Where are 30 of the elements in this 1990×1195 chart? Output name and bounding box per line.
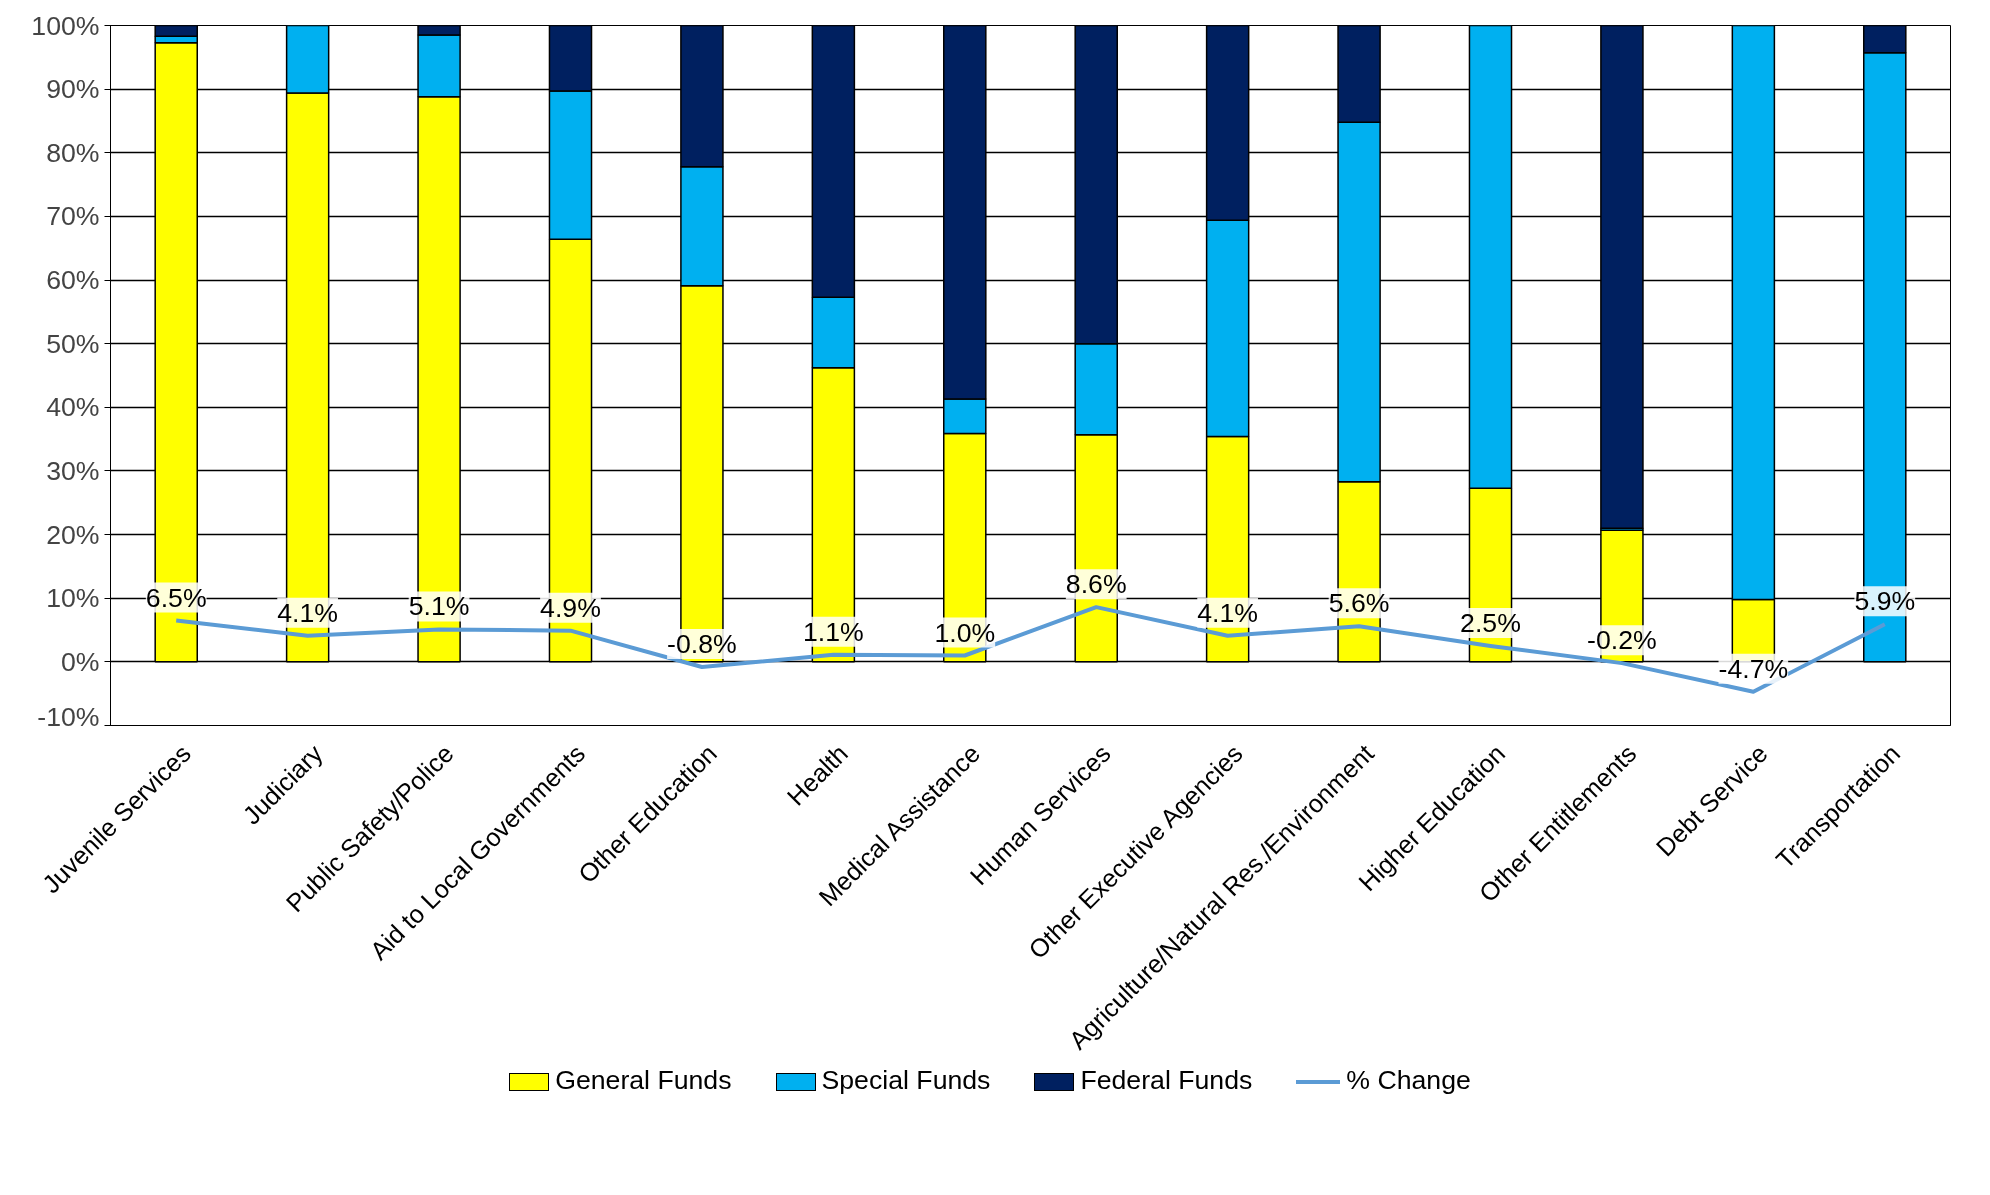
legend-label: General Funds bbox=[555, 1065, 732, 1095]
y-tick-label: 80% bbox=[46, 137, 100, 168]
data-label: 6.5% bbox=[145, 582, 207, 613]
data-label: 5.6% bbox=[1328, 588, 1390, 619]
data-label: -0.2% bbox=[1587, 625, 1657, 656]
data-label: 4.9% bbox=[540, 592, 601, 623]
legend-label: % Change bbox=[1346, 1065, 1471, 1095]
y-tick-label: 0% bbox=[60, 646, 100, 677]
data-label: 1.0% bbox=[934, 617, 996, 648]
data-label: 1.1% bbox=[802, 616, 864, 647]
y-tick-label: 60% bbox=[46, 265, 100, 296]
data-label: 5.9% bbox=[1854, 586, 1916, 617]
legend-label: Federal Funds bbox=[1080, 1065, 1253, 1095]
data-label: -4.7% bbox=[1718, 653, 1789, 684]
y-tick-label: 70% bbox=[46, 201, 100, 232]
y-tick-label: 50% bbox=[46, 328, 100, 359]
y-tick-label: 90% bbox=[46, 74, 100, 105]
data-label: 4.1% bbox=[277, 597, 339, 628]
y-tick-label: 30% bbox=[46, 455, 100, 486]
data-label: 4.1% bbox=[1197, 597, 1259, 628]
y-tick-label: 20% bbox=[46, 519, 100, 550]
y-tick-label: 40% bbox=[46, 392, 100, 423]
y-tick-label: -10% bbox=[37, 701, 100, 732]
y-tick-label: 10% bbox=[46, 583, 100, 614]
legend-label: Special Funds bbox=[821, 1065, 991, 1095]
data-label: 8.6% bbox=[1065, 569, 1127, 600]
y-tick-label: 100% bbox=[31, 10, 100, 41]
data-label: 2.5% bbox=[1460, 607, 1521, 638]
data-label: 5.1% bbox=[408, 591, 470, 622]
data-label: -0.8% bbox=[667, 628, 737, 659]
